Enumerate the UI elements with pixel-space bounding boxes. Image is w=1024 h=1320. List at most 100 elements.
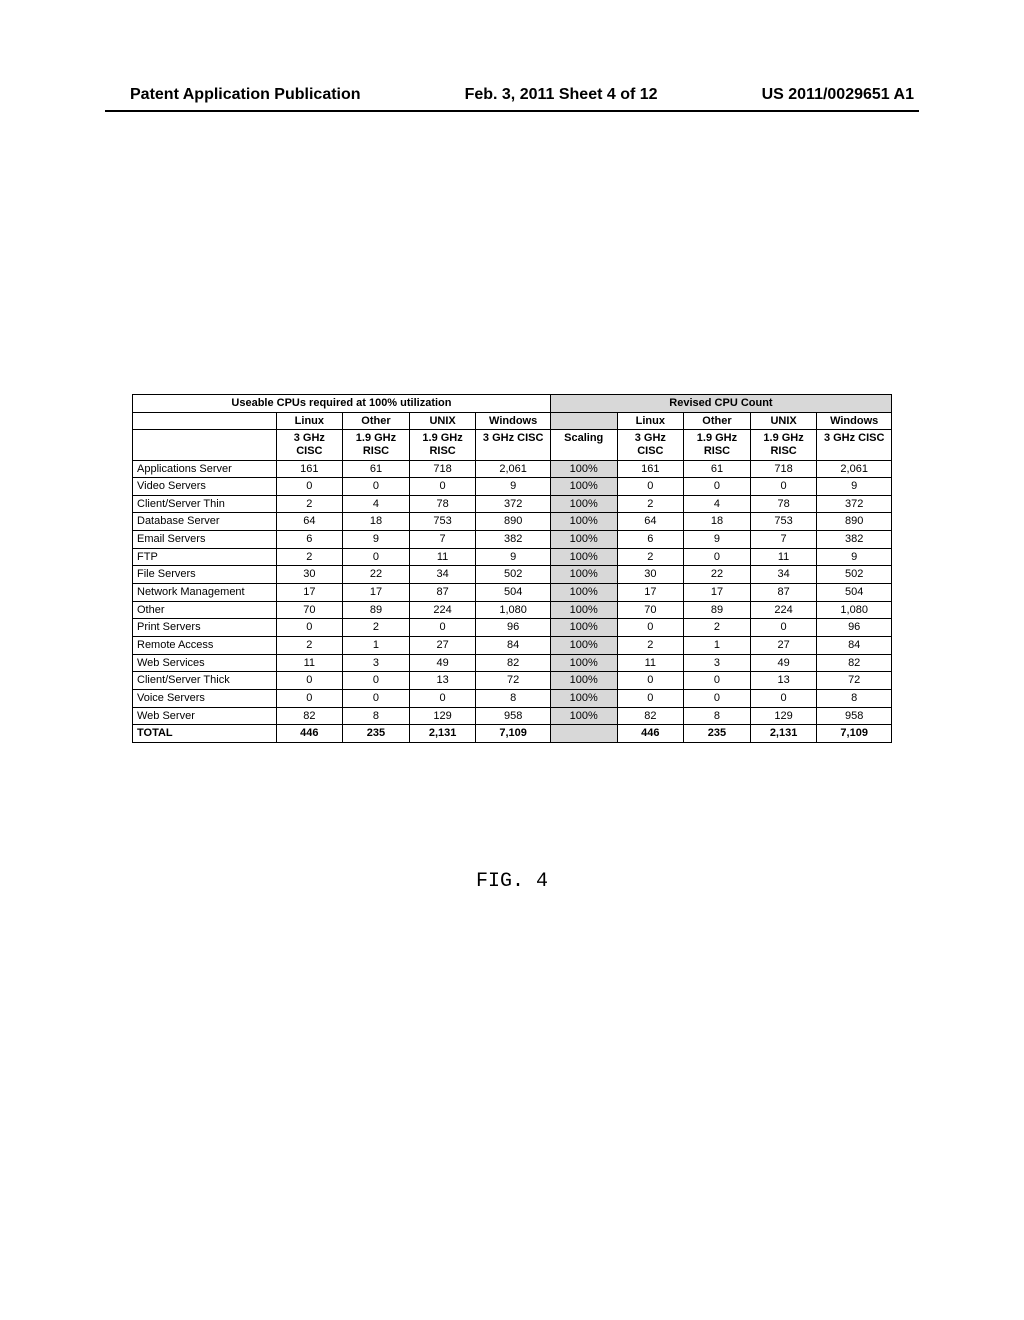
cell-value: 61 bbox=[684, 460, 751, 478]
cell-value: 8 bbox=[817, 689, 892, 707]
cell-value: 22 bbox=[343, 566, 410, 584]
cell-value: 34 bbox=[409, 566, 476, 584]
group1-title: Useable CPUs required at 100% utilizatio… bbox=[133, 395, 551, 413]
table-row: Web Server828129958100%828129958 bbox=[133, 707, 892, 725]
cell-value: 2 bbox=[276, 636, 343, 654]
cell-value: 0 bbox=[276, 478, 343, 496]
cell-value: 0 bbox=[617, 689, 684, 707]
cell-value: 224 bbox=[750, 601, 817, 619]
header-right: US 2011/0029651 A1 bbox=[762, 86, 914, 104]
spec-header: 3 GHz CISC bbox=[476, 430, 550, 460]
spec-header: 3 GHz CISC bbox=[617, 430, 684, 460]
cell-value: 129 bbox=[409, 707, 476, 725]
row-label: Video Servers bbox=[133, 478, 277, 496]
cell-value: 84 bbox=[476, 636, 550, 654]
cell-value: 0 bbox=[276, 672, 343, 690]
page: Patent Application Publication Feb. 3, 2… bbox=[0, 0, 1024, 1320]
cell-value: 1 bbox=[684, 636, 751, 654]
cell-value: 3 bbox=[343, 654, 410, 672]
group-header-row: Useable CPUs required at 100% utilizatio… bbox=[133, 395, 892, 413]
row-label: Web Server bbox=[133, 707, 277, 725]
blank-header bbox=[133, 412, 277, 430]
total-value: 7,109 bbox=[476, 725, 550, 743]
os-header: UNIX bbox=[409, 412, 476, 430]
blank-header bbox=[133, 430, 277, 460]
cell-value: 11 bbox=[617, 654, 684, 672]
row-label: Applications Server bbox=[133, 460, 277, 478]
cell-value: 17 bbox=[617, 584, 684, 602]
cell-value: 82 bbox=[617, 707, 684, 725]
table-row: FTP20119100%20119 bbox=[133, 548, 892, 566]
row-label: Other bbox=[133, 601, 277, 619]
total-value: 235 bbox=[343, 725, 410, 743]
cell-value: 78 bbox=[750, 495, 817, 513]
cell-value: 129 bbox=[750, 707, 817, 725]
cell-value: 0 bbox=[343, 672, 410, 690]
cell-value: 96 bbox=[817, 619, 892, 637]
scaling-value: 100% bbox=[550, 601, 617, 619]
scaling-value: 100% bbox=[550, 531, 617, 549]
cell-value: 8 bbox=[343, 707, 410, 725]
table-row: Client/Server Thick001372100%001372 bbox=[133, 672, 892, 690]
scaling-value: 100% bbox=[550, 707, 617, 725]
scaling-value: 100% bbox=[550, 584, 617, 602]
cell-value: 0 bbox=[750, 619, 817, 637]
cell-value: 9 bbox=[817, 478, 892, 496]
cell-value: 82 bbox=[817, 654, 892, 672]
cell-value: 0 bbox=[343, 478, 410, 496]
figure-caption: FIG. 4 bbox=[0, 870, 1024, 893]
os-header: Other bbox=[343, 412, 410, 430]
os-header: Windows bbox=[817, 412, 892, 430]
spec-header-row: 3 GHz CISC 1.9 GHz RISC 1.9 GHz RISC 3 G… bbox=[133, 430, 892, 460]
header-rule bbox=[105, 110, 919, 112]
cell-value: 64 bbox=[617, 513, 684, 531]
spec-header: 1.9 GHz RISC bbox=[409, 430, 476, 460]
table-row: Voice Servers0008100%0008 bbox=[133, 689, 892, 707]
cell-value: 0 bbox=[617, 672, 684, 690]
cell-value: 70 bbox=[617, 601, 684, 619]
cell-value: 9 bbox=[476, 548, 550, 566]
cell-value: 958 bbox=[817, 707, 892, 725]
scaling-value: 100% bbox=[550, 478, 617, 496]
table-row: Print Servers02096100%02096 bbox=[133, 619, 892, 637]
spec-header: 3 GHz CISC bbox=[817, 430, 892, 460]
table-row: Network Management171787504100%171787504 bbox=[133, 584, 892, 602]
cell-value: 7 bbox=[409, 531, 476, 549]
cell-value: 11 bbox=[750, 548, 817, 566]
total-scaling bbox=[550, 725, 617, 743]
cell-value: 2 bbox=[684, 619, 751, 637]
cell-value: 9 bbox=[343, 531, 410, 549]
cell-value: 0 bbox=[684, 689, 751, 707]
cell-value: 89 bbox=[684, 601, 751, 619]
cell-value: 224 bbox=[409, 601, 476, 619]
cell-value: 6 bbox=[617, 531, 684, 549]
table-row: Applications Server161617182,061100%1616… bbox=[133, 460, 892, 478]
cell-value: 382 bbox=[817, 531, 892, 549]
cell-value: 2 bbox=[276, 548, 343, 566]
cell-value: 49 bbox=[750, 654, 817, 672]
cell-value: 72 bbox=[817, 672, 892, 690]
cell-value: 2,061 bbox=[476, 460, 550, 478]
cell-value: 502 bbox=[817, 566, 892, 584]
scaling-value: 100% bbox=[550, 689, 617, 707]
cell-value: 2 bbox=[276, 495, 343, 513]
cell-value: 4 bbox=[684, 495, 751, 513]
spec-header: 1.9 GHz RISC bbox=[750, 430, 817, 460]
os-header: Windows bbox=[476, 412, 550, 430]
row-label: Remote Access bbox=[133, 636, 277, 654]
cell-value: 0 bbox=[343, 689, 410, 707]
scaling-value: 100% bbox=[550, 566, 617, 584]
cell-value: 0 bbox=[750, 689, 817, 707]
cell-value: 17 bbox=[276, 584, 343, 602]
table-row: Email Servers697382100%697382 bbox=[133, 531, 892, 549]
cell-value: 27 bbox=[750, 636, 817, 654]
table-row: File Servers302234502100%302234502 bbox=[133, 566, 892, 584]
cell-value: 22 bbox=[684, 566, 751, 584]
cell-value: 958 bbox=[476, 707, 550, 725]
total-value: 2,131 bbox=[750, 725, 817, 743]
table-row: Database Server6418753890100%6418753890 bbox=[133, 513, 892, 531]
cell-value: 1,080 bbox=[476, 601, 550, 619]
cell-value: 64 bbox=[276, 513, 343, 531]
cell-value: 18 bbox=[343, 513, 410, 531]
os-header: UNIX bbox=[750, 412, 817, 430]
